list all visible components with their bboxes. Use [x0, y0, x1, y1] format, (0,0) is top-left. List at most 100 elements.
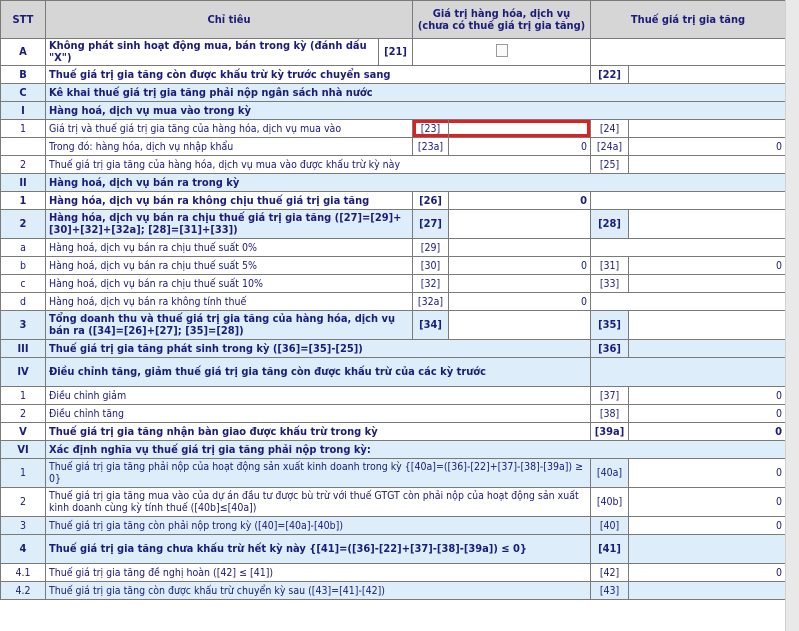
row-stt: B: [0, 65, 46, 84]
tax-code: [40a]: [590, 458, 630, 488]
row-stt: I: [0, 101, 46, 120]
row-label: Giá trị và thuế giá trị gia tăng của hàn…: [45, 119, 413, 138]
table-row: Trong đó: hàng hóa, dịch vụ nhập khẩu [23…: [0, 137, 787, 156]
row-stt: c: [0, 274, 46, 293]
tax-code: [24a]: [590, 137, 630, 156]
header-gia-tri: Giá trị hàng hóa, dịch vụ (chưa có thuế …: [411, 0, 592, 39]
row-stt: 4.1: [0, 563, 46, 582]
no-activity-checkbox[interactable]: [495, 44, 508, 57]
tax-value-input[interactable]: 0: [628, 386, 787, 405]
row-stt: II: [0, 173, 46, 192]
tax-code: [22]: [590, 65, 630, 84]
empty-cell: [590, 38, 787, 66]
value-input[interactable]: [447, 209, 592, 239]
value-code: [23]: [412, 119, 449, 138]
row-label: Hàng hoá, dịch vụ bán ra chịu thuế suất …: [45, 256, 413, 275]
tax-code: [25]: [590, 155, 630, 174]
row-label: Thuế giá trị gia tăng mua vào của dự án …: [44, 487, 592, 517]
value-input[interactable]: 0: [447, 191, 592, 210]
row-label: Thuế giá trị gia tăng còn được khấu trừ …: [44, 581, 592, 600]
row-label: Hàng hóa, dịch vụ bán ra không chịu thuế…: [45, 191, 413, 210]
row-label: Hàng hoá, dịch vụ bán ra chịu thuế suất …: [45, 238, 413, 257]
tax-value-input[interactable]: 0: [628, 458, 787, 488]
row-stt: [0, 137, 46, 156]
table-row: A Không phát sinh hoạt động mua, bán tron…: [0, 38, 787, 66]
row-stt: b: [0, 256, 46, 275]
value-input[interactable]: [447, 274, 592, 293]
row-label: Thuế giá trị gia tăng chưa khấu trừ hết …: [44, 534, 592, 564]
tax-value-input[interactable]: [628, 65, 787, 84]
section-label: Kê khai thuế giá trị gia tăng phải nộp n…: [44, 83, 787, 102]
value-code: [29]: [412, 238, 449, 257]
row-stt: 1: [0, 191, 46, 210]
value-input[interactable]: [447, 238, 592, 257]
tax-value-input[interactable]: 0: [628, 256, 787, 275]
table-row: 2 Thuế giá trị gia tăng mua vào của dự án…: [0, 487, 787, 517]
row-stt: 4: [0, 534, 46, 564]
table-row: b Hàng hoá, dịch vụ bán ra chịu thuế suất…: [0, 256, 787, 275]
tax-code: [28]: [590, 209, 630, 239]
tax-value-input[interactable]: [628, 119, 787, 138]
tax-value-input[interactable]: [628, 310, 787, 340]
section-label: Điều chỉnh tăng, giảm thuế giá trị gia t…: [44, 357, 592, 387]
tax-code: [38]: [590, 404, 630, 423]
table-row: V Thuế giá trị gia tăng nhận bàn giao đượ…: [0, 422, 787, 441]
value-input[interactable]: [447, 119, 592, 138]
tax-value-input[interactable]: [628, 534, 787, 564]
vat-table: STT Chỉ tiêu Giá trị hàng hóa, dịch vụ (…: [0, 0, 787, 600]
value-input[interactable]: 0: [447, 137, 592, 156]
row-stt: 1: [0, 386, 46, 405]
table-row: 1 Thuế giá trị gia tăng phải nộp của hoạt…: [0, 458, 787, 488]
tax-value-input[interactable]: 0: [628, 516, 787, 535]
table-row: 4.2 Thuế giá trị gia tăng còn được khấu t…: [0, 581, 787, 600]
row-stt: VI: [0, 440, 46, 459]
table-row: C Kê khai thuế giá trị gia tăng phải nộp …: [0, 83, 787, 102]
tax-code: [37]: [590, 386, 630, 405]
tax-value-input[interactable]: [628, 339, 787, 358]
table-row: B Thuế giá trị gia tăng còn được khấu trừ…: [0, 65, 787, 84]
empty-cell: [590, 191, 787, 210]
tax-code: [36]: [590, 339, 630, 358]
table-row: d Hàng hoá, dịch vụ bán ra không tính thu…: [0, 292, 787, 311]
tax-value-input[interactable]: [628, 274, 787, 293]
row-label: Thuế giá trị gia tăng còn được khấu trừ …: [44, 65, 592, 84]
value-input[interactable]: 0: [447, 256, 592, 275]
tax-value-input[interactable]: 0: [628, 137, 787, 156]
table-row: 2 Hàng hóa, dịch vụ bán ra chịu thuế giá …: [0, 209, 787, 239]
tax-value-input[interactable]: 0: [628, 404, 787, 423]
row-stt: 2: [0, 209, 46, 239]
row-label: Điều chỉnh giảm: [44, 386, 592, 405]
row-stt: 1: [0, 119, 46, 138]
tax-value-input[interactable]: 0: [628, 563, 787, 582]
row-label: Hàng hoá, dịch vụ bán ra chịu thuế suất …: [45, 274, 413, 293]
tax-code: [39a]: [590, 422, 630, 441]
empty-cell: [590, 357, 787, 387]
tax-value-input[interactable]: 0: [628, 422, 787, 441]
tax-value-input[interactable]: 0: [628, 487, 787, 517]
tax-code: [40b]: [590, 487, 630, 517]
table-row: 1 Điều chỉnh giảm [37] 0: [0, 386, 787, 405]
tax-value-input[interactable]: [628, 209, 787, 239]
row-stt: III: [0, 339, 46, 358]
table-row: 4.1 Thuế giá trị gia tăng đề nghị hoàn ([…: [0, 563, 787, 582]
table-row: 3 Thuế giá trị gia tăng còn phải nộp tron…: [0, 516, 787, 535]
tax-value-input[interactable]: [628, 581, 787, 600]
row-stt: 3: [0, 516, 46, 535]
row-label: Tổng doanh thu và thuế giá trị gia tăng …: [45, 310, 413, 340]
row-code: [21]: [378, 38, 413, 66]
header-stt: STT: [0, 0, 46, 39]
row-label: Thuế giá trị gia tăng nhận bàn giao được…: [44, 422, 592, 441]
row-stt: 2: [0, 404, 46, 423]
value-input[interactable]: [447, 310, 592, 340]
value-input[interactable]: 0: [447, 292, 592, 311]
table-header: STT Chỉ tiêu Giá trị hàng hóa, dịch vụ (…: [0, 0, 787, 39]
tax-value-input[interactable]: [628, 155, 787, 174]
value-code: [27]: [412, 209, 449, 239]
section-label: Hàng hoá, dịch vụ mua vào trong kỳ: [44, 101, 787, 120]
tax-code: [40]: [590, 516, 630, 535]
value-code: [34]: [412, 310, 449, 340]
tax-code: [24]: [590, 119, 630, 138]
vat-declaration-form: STT Chỉ tiêu Giá trị hàng hóa, dịch vụ (…: [0, 0, 787, 600]
row-stt: IV: [0, 357, 46, 387]
vertical-scrollbar[interactable]: [785, 0, 799, 631]
